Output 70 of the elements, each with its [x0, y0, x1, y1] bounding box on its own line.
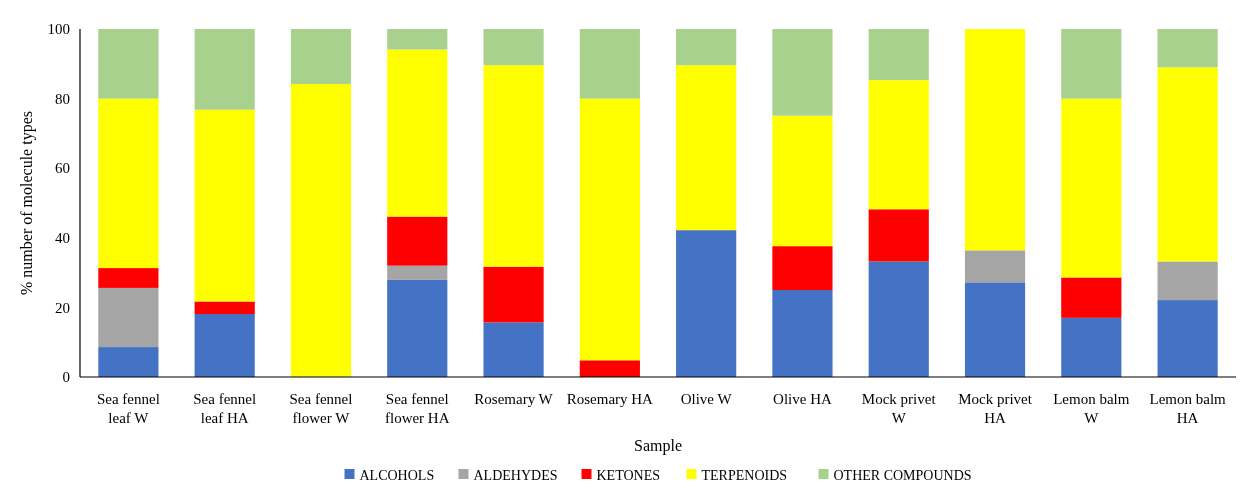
x-tick-label: Lemon balm W [1053, 391, 1130, 426]
bar [194, 314, 255, 377]
y-tick-label: 60 [55, 160, 70, 177]
bar [1061, 29, 1122, 99]
bar [579, 360, 640, 377]
y-tick-label: 20 [55, 299, 70, 316]
bar [868, 209, 929, 262]
bar [387, 216, 448, 266]
x-tick-label: Mock privet HA [958, 391, 1033, 426]
x-tick-label: Olive W [680, 391, 733, 407]
x-tick-label: Sea fennel leaf HA [193, 391, 257, 426]
bar [387, 29, 448, 50]
x-tick-label: Sea fennel leaf W [96, 391, 160, 426]
x-tick-label: Sea fennel flower W [289, 391, 353, 426]
bar [676, 65, 737, 231]
bar [290, 29, 352, 84]
y-tick-label: 0 [62, 369, 70, 386]
bar [1157, 29, 1218, 68]
bar [98, 268, 159, 288]
x-tick-label: Rosemary HA [566, 391, 654, 407]
bar [868, 80, 929, 210]
bar [579, 98, 640, 361]
x-axis-title: Sample [634, 437, 682, 455]
bar [868, 261, 929, 377]
bar [98, 29, 159, 99]
bar [1061, 317, 1122, 377]
bar [194, 301, 255, 315]
bar [772, 290, 833, 377]
x-tick-label: Sea fennel flower HA [384, 391, 450, 426]
x-tick-label: Rosemary W [474, 391, 554, 407]
y-tick-label: 40 [55, 230, 70, 247]
bar [772, 246, 833, 290]
x-tick-label: Lemon balm HA [1149, 391, 1227, 426]
bar [772, 29, 833, 116]
legend-label: KETONES [596, 468, 661, 483]
bar [483, 266, 544, 323]
legend-label: OTHER COMPOUNDS [833, 468, 972, 483]
bar [676, 230, 737, 377]
bar [1157, 67, 1218, 262]
bar [868, 29, 929, 81]
bar [1157, 261, 1218, 301]
bar [676, 29, 737, 66]
bar [194, 29, 255, 110]
legend-label: ALCOHOLS [359, 468, 435, 483]
legend-label: TERPENOIDS [701, 468, 788, 483]
bar [964, 282, 1026, 377]
bar [290, 83, 352, 377]
x-tick-label: Olive HA [773, 391, 832, 407]
bar [964, 29, 1026, 251]
bar [387, 49, 448, 217]
bar [483, 322, 544, 377]
bar [194, 109, 255, 302]
bar [387, 279, 448, 377]
bar [387, 265, 448, 280]
bar [1061, 277, 1122, 318]
bar [1157, 300, 1218, 377]
bar [483, 29, 544, 66]
bar [579, 29, 640, 99]
bar [1061, 98, 1122, 278]
y-tick-label: 80 [55, 90, 70, 107]
x-tick-label: Mock privet W [861, 391, 937, 426]
bar [964, 250, 1026, 283]
bar [483, 65, 544, 267]
bar [98, 98, 159, 269]
y-axis-title: % number of molecule types [18, 111, 36, 295]
legend-label: ALDEHYDES [473, 468, 558, 483]
y-tick-label: 100 [47, 21, 70, 38]
bar [772, 115, 833, 247]
bar [98, 287, 159, 348]
bar [98, 347, 159, 377]
